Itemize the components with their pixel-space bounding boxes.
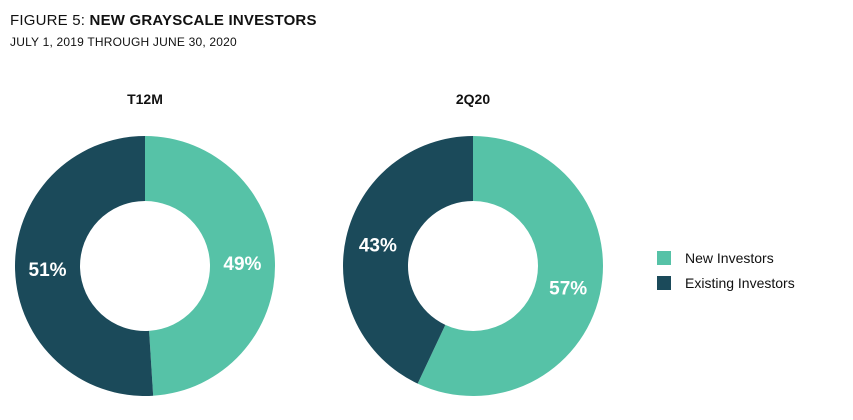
data-label-t12m-new: 49% (223, 254, 261, 275)
legend-label: Existing Investors (685, 274, 795, 291)
legend-swatch (657, 275, 671, 290)
legend: New Investors Existing Investors (657, 245, 795, 295)
figure-label: FIGURE 5: (10, 12, 86, 29)
slice-2q20-new (417, 136, 604, 396)
data-label-2q20-new: 57% (549, 278, 587, 299)
data-label-2q20-existing: 43% (359, 236, 397, 257)
legend-item-existing-investors: Existing Investors (657, 270, 795, 295)
data-label-t12m-existing: 51% (29, 260, 67, 281)
legend-item-new-investors: New Investors (657, 245, 795, 270)
slice-t12m-new (145, 136, 275, 396)
figure-main-title: NEW GRAYSCALE INVESTORS (89, 12, 317, 29)
legend-label: New Investors (685, 249, 774, 266)
chart-title-1: 2Q20 (456, 91, 490, 107)
figure-subtitle: JULY 1, 2019 THROUGH JUNE 30, 2020 (10, 35, 237, 49)
chart-title-0: T12M (127, 91, 163, 107)
slice-t12m-existing (14, 136, 154, 396)
figure-title: FIGURE 5: NEW GRAYSCALE INVESTORS (10, 12, 317, 29)
legend-swatch (657, 250, 671, 265)
slice-2q20-existing (343, 136, 473, 384)
